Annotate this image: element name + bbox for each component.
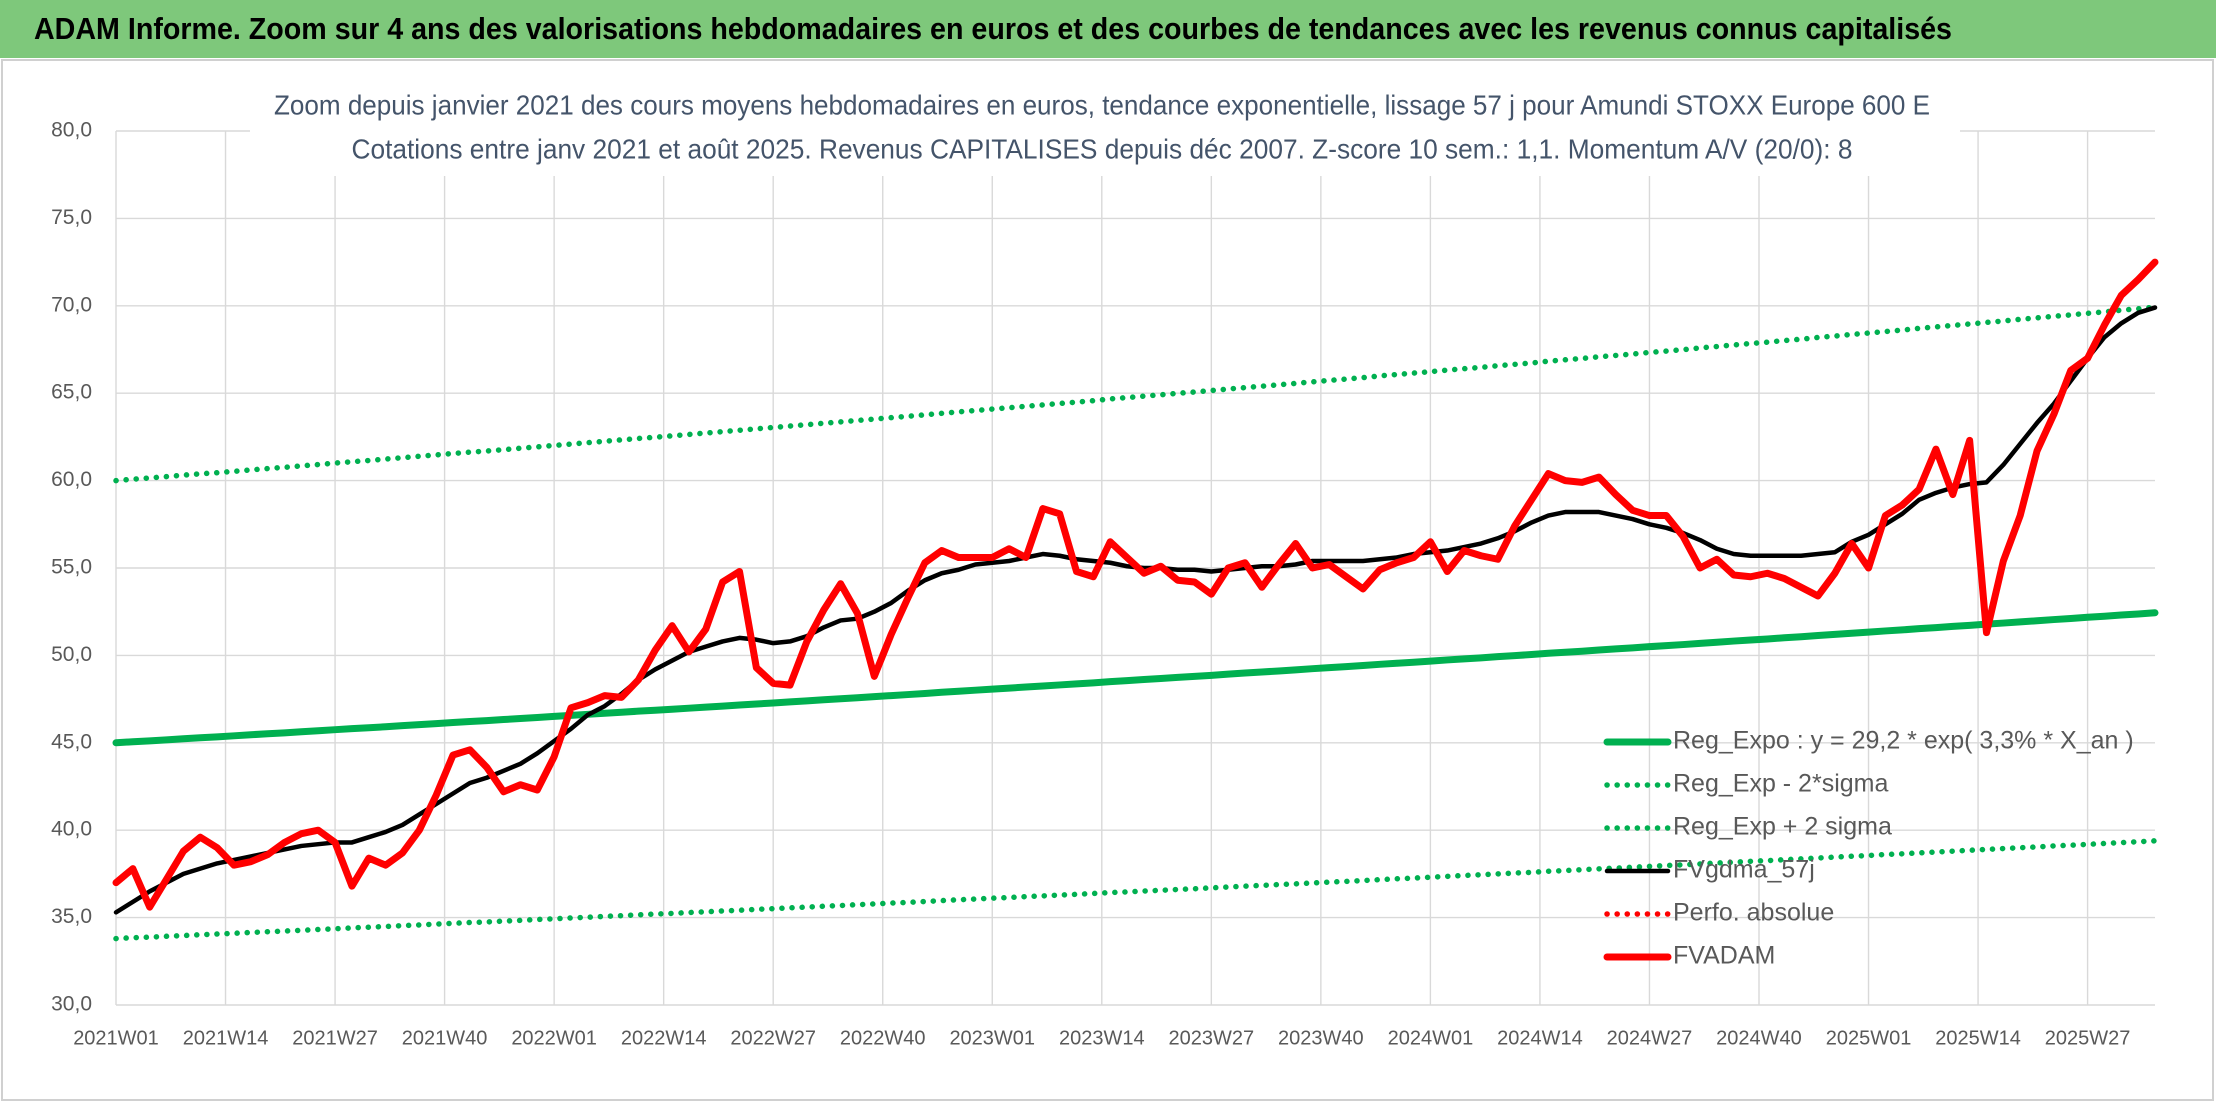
x-tick-label: 2021W14	[183, 1027, 269, 1049]
header-title: ADAM Informe. Zoom sur 4 ans des valoris…	[34, 11, 1952, 46]
y-tick-label: 75,0	[51, 206, 92, 229]
legend-label: FVgdma_57j	[1673, 856, 1815, 884]
x-tick-label: 2023W27	[1169, 1027, 1255, 1049]
y-tick-label: 35,0	[51, 905, 92, 928]
header-banner	[0, 0, 2216, 58]
x-tick-label: 2021W27	[292, 1027, 378, 1049]
legend-label: Perfo. absolue	[1673, 899, 1834, 927]
y-tick-label: 70,0	[51, 293, 92, 316]
x-tick-label: 2023W14	[1059, 1027, 1145, 1049]
y-tick-label: 45,0	[51, 730, 92, 753]
chart-title: Zoom depuis janvier 2021 des cours moyen…	[274, 89, 1930, 120]
series-line	[113, 304, 2158, 484]
x-tick-label: 2023W40	[1278, 1027, 1364, 1049]
x-tick-label: 2021W01	[73, 1027, 159, 1049]
series-line	[112, 258, 2159, 911]
x-tick-label: 2022W14	[621, 1027, 707, 1049]
series-line	[113, 838, 2158, 942]
x-tick-label: 2025W01	[1826, 1027, 1912, 1049]
y-tick-label: 30,0	[51, 993, 92, 1016]
legend-label: Reg_Expo : y = 29,2 * exp( 3,3% * X_an )	[1673, 727, 2134, 755]
x-tick-label: 2025W14	[1935, 1027, 2021, 1049]
series-line	[112, 609, 2159, 747]
x-tick-label: 2023W01	[949, 1027, 1035, 1049]
x-tick-label: 2022W40	[840, 1027, 926, 1049]
x-tick-label: 2024W40	[1716, 1027, 1802, 1049]
y-tick-label: 80,0	[51, 119, 92, 142]
y-tick-label: 40,0	[51, 818, 92, 841]
x-tick-label: 2021W40	[402, 1027, 488, 1049]
x-tick-label: 2024W01	[1388, 1027, 1474, 1049]
title-background	[250, 86, 1960, 176]
x-tick-label: 2022W01	[511, 1027, 597, 1049]
chart-frame	[1, 59, 2214, 1101]
chart-subtitle: Cotations entre janv 2021 et août 2025. …	[352, 133, 1853, 164]
y-tick-label: 65,0	[51, 381, 92, 404]
x-tick-label: 2025W27	[2045, 1027, 2131, 1049]
y-tick-label: 55,0	[51, 556, 92, 579]
x-tick-label: 2022W27	[730, 1027, 816, 1049]
legend-label: Reg_Exp + 2 sigma	[1673, 813, 1892, 841]
legend-label: Reg_Exp - 2*sigma	[1673, 770, 1888, 798]
legend-label: FVADAM	[1673, 942, 1775, 970]
y-tick-label: 50,0	[51, 643, 92, 666]
x-tick-label: 2024W27	[1607, 1027, 1693, 1049]
y-tick-label: 60,0	[51, 468, 92, 491]
x-tick-label: 2024W14	[1497, 1027, 1583, 1049]
